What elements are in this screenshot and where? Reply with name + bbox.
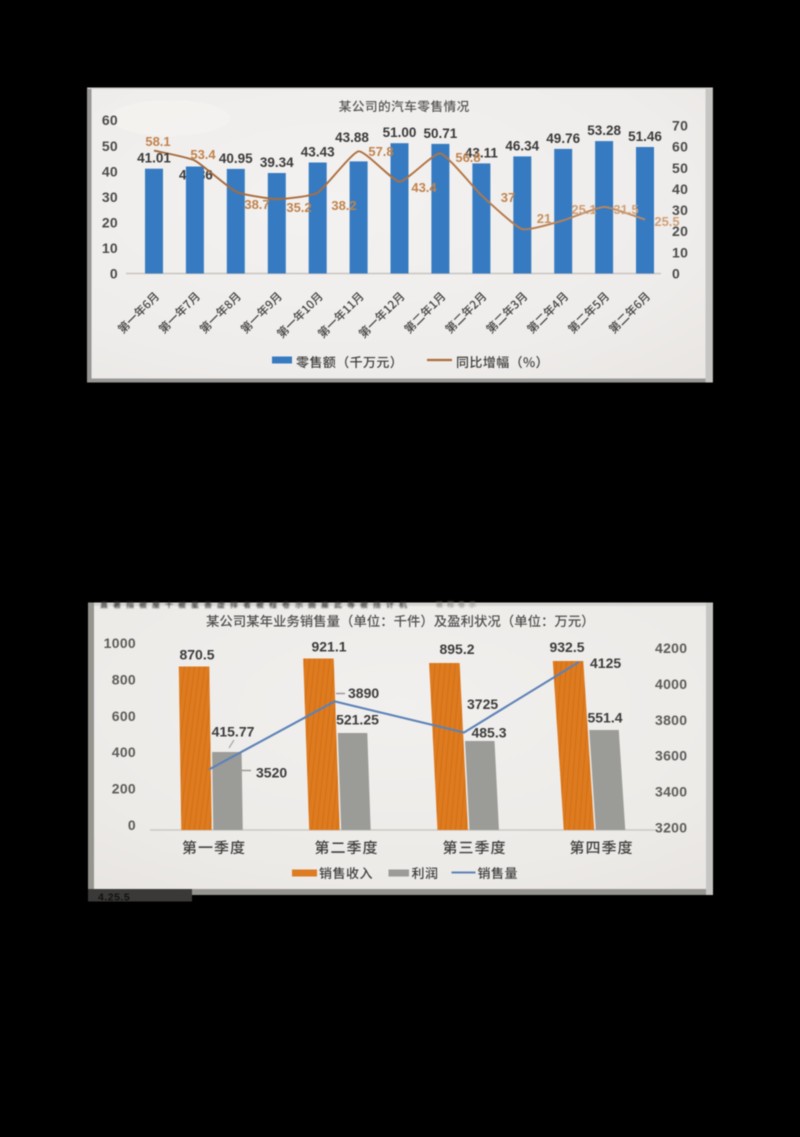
svg-text:30: 30 bbox=[102, 189, 118, 205]
svg-text:3725: 3725 bbox=[467, 696, 498, 712]
svg-text:3400: 3400 bbox=[655, 784, 687, 800]
svg-text:53.28: 53.28 bbox=[587, 123, 621, 138]
svg-text:21: 21 bbox=[537, 211, 551, 226]
svg-text:551.4: 551.4 bbox=[587, 710, 622, 726]
svg-text:485.3: 485.3 bbox=[471, 725, 506, 741]
svg-text:30: 30 bbox=[672, 202, 688, 218]
svg-text:0: 0 bbox=[128, 817, 136, 833]
svg-text:25.5: 25.5 bbox=[654, 214, 679, 229]
svg-text:870.5: 870.5 bbox=[179, 647, 214, 663]
svg-text:3600: 3600 bbox=[655, 748, 687, 764]
svg-text:43.4: 43.4 bbox=[411, 180, 437, 195]
svg-text:600: 600 bbox=[112, 708, 136, 724]
svg-text:49.76: 49.76 bbox=[546, 131, 580, 146]
svg-text:0: 0 bbox=[110, 266, 118, 282]
svg-text:58.1: 58.1 bbox=[145, 134, 170, 149]
svg-text:31.5: 31.5 bbox=[613, 202, 638, 217]
svg-text:200: 200 bbox=[112, 781, 136, 797]
svg-text:35.2: 35.2 bbox=[286, 200, 311, 215]
svg-text:20: 20 bbox=[102, 214, 118, 230]
svg-text:37: 37 bbox=[501, 190, 515, 205]
svg-text:41.01: 41.01 bbox=[137, 151, 171, 166]
svg-text:53.4: 53.4 bbox=[190, 147, 216, 162]
svg-text:3890: 3890 bbox=[348, 685, 379, 701]
svg-text:800: 800 bbox=[112, 671, 136, 687]
svg-text:4125: 4125 bbox=[590, 655, 621, 671]
svg-text:43.11: 43.11 bbox=[465, 145, 499, 160]
svg-text:40.95: 40.95 bbox=[219, 151, 253, 166]
svg-text:521.25: 521.25 bbox=[336, 712, 379, 728]
svg-text:43.43: 43.43 bbox=[301, 145, 335, 160]
svg-text:932.5: 932.5 bbox=[549, 639, 584, 655]
svg-text:51.46: 51.46 bbox=[628, 129, 662, 144]
svg-text:39.34: 39.34 bbox=[260, 155, 294, 170]
svg-text:70: 70 bbox=[672, 118, 688, 134]
svg-text:57.8: 57.8 bbox=[368, 144, 393, 159]
svg-text:25.1: 25.1 bbox=[571, 202, 596, 217]
svg-text:60: 60 bbox=[672, 139, 688, 155]
svg-text:50.71: 50.71 bbox=[424, 126, 458, 141]
svg-text:400: 400 bbox=[112, 744, 136, 760]
svg-text:50: 50 bbox=[672, 160, 688, 176]
svg-text:10: 10 bbox=[102, 240, 118, 256]
svg-text:38.7: 38.7 bbox=[244, 197, 269, 212]
svg-text:43.88: 43.88 bbox=[335, 130, 369, 145]
svg-text:46.34: 46.34 bbox=[505, 138, 539, 153]
svg-text:3800: 3800 bbox=[655, 712, 687, 728]
svg-text:60: 60 bbox=[102, 112, 118, 128]
svg-text:3200: 3200 bbox=[655, 820, 687, 836]
svg-text:1000: 1000 bbox=[104, 635, 136, 651]
svg-text:20: 20 bbox=[672, 223, 688, 239]
svg-text:10: 10 bbox=[672, 244, 688, 260]
svg-text:38.2: 38.2 bbox=[331, 198, 356, 213]
svg-text:50: 50 bbox=[102, 138, 118, 154]
svg-text:4000: 4000 bbox=[655, 676, 687, 692]
svg-text:895.2: 895.2 bbox=[439, 641, 474, 657]
svg-text:40: 40 bbox=[672, 181, 688, 197]
svg-text:921.1: 921.1 bbox=[311, 639, 346, 655]
svg-text:40: 40 bbox=[102, 163, 118, 179]
svg-text:0: 0 bbox=[672, 266, 680, 282]
svg-text:51.00: 51.00 bbox=[383, 125, 417, 140]
svg-text:4.25.5: 4.25.5 bbox=[98, 892, 130, 904]
svg-text:56.8: 56.8 bbox=[455, 150, 480, 165]
svg-text:3520: 3520 bbox=[256, 765, 287, 781]
svg-text:415.77: 415.77 bbox=[212, 724, 255, 740]
svg-text:4200: 4200 bbox=[655, 640, 687, 656]
